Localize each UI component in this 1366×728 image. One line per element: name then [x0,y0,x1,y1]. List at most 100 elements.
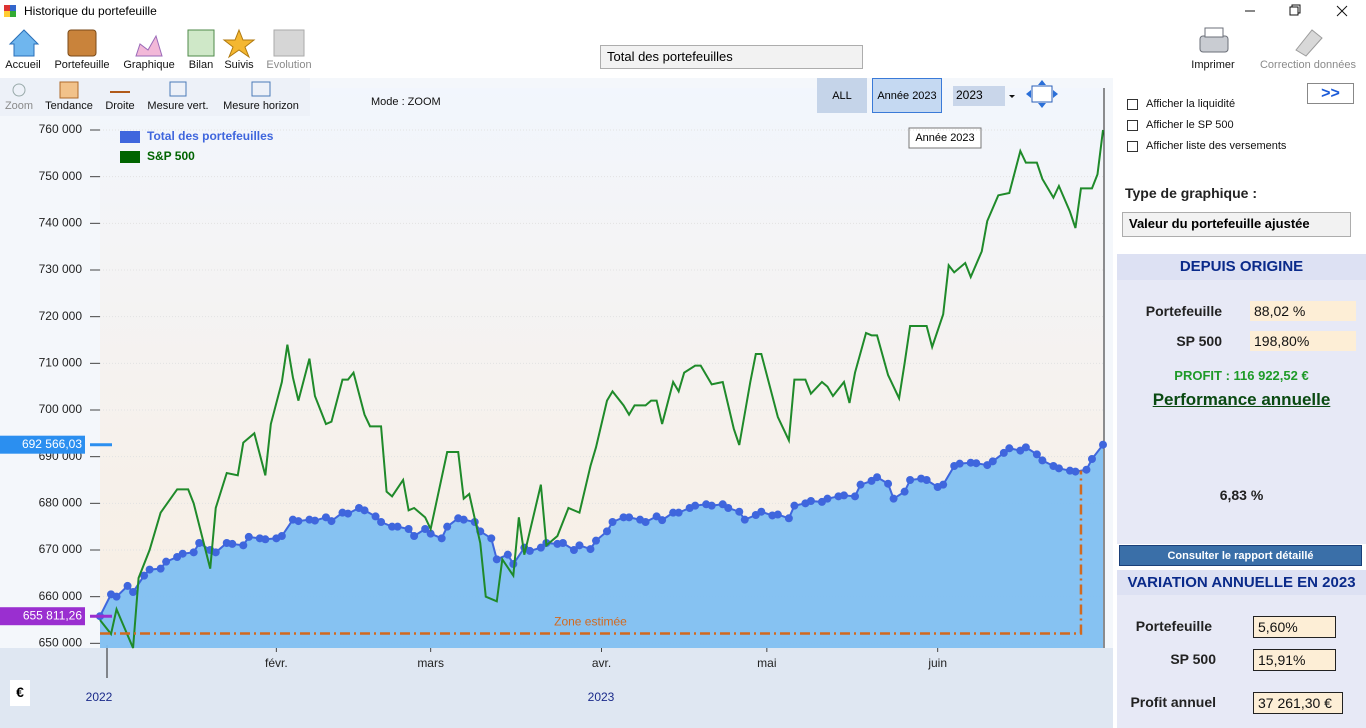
year-button[interactable]: Année 2023 [872,78,942,113]
expand-button[interactable]: >> [1307,83,1354,104]
tool-button[interactable]: Droite [105,100,135,112]
tooltip-box [908,127,982,149]
currency: € [16,684,24,700]
point [404,525,413,533]
point [195,539,204,547]
chart-type-label: Type de graphique : [1125,185,1257,201]
toolbar-button: Correction données [1259,59,1356,71]
point [393,522,402,531]
point [790,501,799,510]
origin-row-value: 198,80% [1250,331,1356,351]
point [707,501,716,510]
point [851,492,860,501]
toolbar-button[interactable]: Accueil [5,59,41,71]
point [1082,465,1091,474]
point [377,518,386,526]
toolbar-button[interactable]: Suivis [224,59,254,71]
origin-title: DEPUIS ORIGINE [1117,254,1366,280]
point [487,534,496,543]
toolbar-button[interactable]: Bilan [188,59,214,71]
y-tick-label: 700 000 [39,402,83,416]
y-tick-label: 670 000 [39,542,83,556]
checkbox[interactable] [1127,120,1138,131]
point [988,457,997,466]
toolbar-button[interactable]: Portefeuille [54,59,110,71]
tooltip: Année 2023 [915,132,975,144]
point [343,509,352,518]
year-label: 2023 [588,690,615,704]
point [691,501,700,510]
point [360,506,369,515]
point [156,564,165,573]
point [426,529,435,538]
zone-label: Zone estimée [554,615,627,629]
point [162,557,171,566]
point [129,588,138,596]
y-tick-label: 710 000 [39,356,83,370]
app-icon [4,5,16,17]
origin-row-value: 88,02 % [1250,301,1356,321]
y-tick-label: 740 000 [39,216,83,230]
point [443,522,452,531]
annual-row-label: Profit annuel [1130,694,1216,710]
report-button[interactable]: Consulter le rapport détaillé [1119,545,1362,566]
line [99,129,1104,649]
point [459,515,468,524]
point [294,517,303,526]
performance-title: Performance annuelle [1152,390,1331,409]
point [310,516,319,525]
origin-row-label: Portefeuille [1145,303,1222,319]
portfolio-select[interactable]: Total des portefeuilles [600,45,863,69]
point [1032,450,1041,459]
point [757,507,766,516]
estimated-zone [100,470,1083,635]
legend-swatch [120,151,140,163]
point [492,555,501,564]
checkbox-label[interactable]: Afficher le SP 500 [1146,119,1234,131]
x-tick-label: mars [417,656,444,670]
point [178,549,187,558]
point [123,581,132,590]
chart-type-select[interactable]: Valeur du portefeuille ajustée [1122,212,1351,237]
tool-button[interactable]: Mesure horizon [223,100,299,112]
annual-row-value: 15,91% [1253,649,1336,671]
y-tick-label: 650 000 [39,636,83,650]
point [972,459,981,468]
point [261,535,270,544]
point [371,512,380,521]
checkbox[interactable] [1127,99,1138,110]
point [437,534,446,543]
year-select[interactable]: 2023 [953,86,1005,106]
point [884,479,893,488]
point [145,565,154,574]
point [784,514,793,523]
x-tick-label: juin [927,656,947,670]
point [806,497,815,505]
window-controls[interactable] [1245,4,1348,17]
point [724,504,733,512]
origin-row-label: SP 500 [1176,333,1222,349]
y-tick-label: 680 000 [39,496,83,510]
legend-swatch [120,131,140,143]
point [625,513,634,522]
point [889,494,898,503]
point [112,592,121,601]
point [619,513,628,522]
checkbox-label[interactable]: Afficher liste des versements [1146,140,1287,152]
point [740,515,749,524]
point [586,545,595,554]
toolbar-button[interactable]: Imprimer [1191,59,1235,71]
nav-control[interactable] [1026,80,1058,108]
x-tick-label: mai [757,656,776,670]
y-tick-label: 660 000 [39,589,83,603]
all-button[interactable]: ALL [817,78,867,113]
annual-title: VARIATION ANNUELLE EN 2023 [1117,570,1366,595]
checkbox[interactable] [1127,141,1138,152]
tool-button[interactable]: Mesure vert. [147,100,209,112]
point [536,543,545,552]
toolbar-button[interactable]: Graphique [123,59,175,71]
checkbox-label[interactable]: Afficher la liquidité [1146,98,1236,110]
tool-button[interactable]: Tendance [45,100,93,112]
point [608,518,617,526]
point [823,494,832,503]
